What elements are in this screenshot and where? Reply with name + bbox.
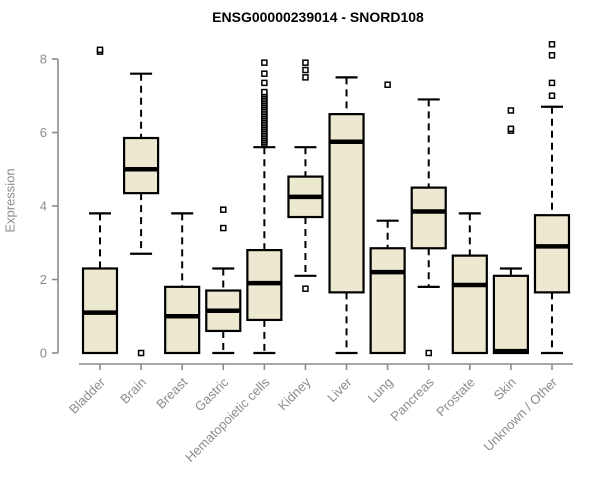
outlier-point — [548, 41, 556, 48]
y-tick-label: 8 — [40, 52, 47, 67]
x-tick-label-breast: Breast — [153, 374, 190, 411]
outlier-point — [507, 125, 515, 133]
box-group-liver — [328, 76, 365, 355]
box-group-lung — [369, 81, 406, 355]
box-group-pancreas — [410, 98, 447, 357]
x-tick-label-prostate: Prostate — [433, 375, 478, 420]
iqr-box — [410, 186, 447, 250]
x-tick-label-liver: Liver — [324, 374, 355, 405]
x-tick-label-pancreas: Pancreas — [387, 374, 437, 424]
iqr-box — [451, 254, 488, 355]
outlier-point — [507, 107, 515, 114]
x-tick-label-bladder: Bladder — [66, 374, 109, 417]
outlier-point — [137, 349, 145, 357]
outlier-point — [302, 59, 309, 66]
x-tick-label-unknown-other: Unknown / Other — [481, 374, 561, 454]
outlier-point — [96, 46, 104, 54]
y-axis: 0 2 4 6 8 — [40, 52, 59, 361]
outlier-point — [220, 206, 227, 213]
outlier-point — [548, 92, 556, 99]
outlier-point — [548, 52, 556, 59]
y-tick-label: 2 — [40, 272, 47, 287]
outlier-point — [261, 88, 268, 96]
outlier-point — [425, 349, 432, 357]
outlier-point — [302, 74, 309, 81]
box-group-hematopoietic-cells — [246, 59, 283, 355]
outlier-point — [548, 79, 556, 87]
chart-title: ENSG00000239014 - SNORD108 — [212, 9, 424, 25]
box-group-brain — [122, 72, 160, 357]
x-tick-label-lung: Lung — [365, 375, 396, 406]
x-tick-label-brain: Brain — [117, 375, 149, 407]
outlier-point — [261, 59, 268, 66]
x-tick-label-gastric: Gastric — [192, 374, 232, 414]
box-group-unknown-other — [533, 41, 571, 355]
outlier-point — [261, 70, 268, 77]
y-tick-label: 6 — [40, 125, 47, 140]
x-tick-label-skin: Skin — [491, 375, 519, 403]
outlier-point — [302, 66, 309, 74]
box-group-kidney — [287, 59, 324, 292]
outlier-point — [261, 79, 268, 87]
outlier-point — [220, 224, 227, 232]
x-tick-label-kidney: Kidney — [275, 374, 314, 413]
iqr-box — [122, 136, 160, 195]
iqr-box — [533, 214, 571, 294]
box-group-bladder — [81, 46, 119, 355]
box-group-breast — [164, 212, 201, 355]
outlier-point — [302, 285, 309, 292]
y-tick-label: 0 — [40, 346, 47, 361]
y-tick-label: 4 — [40, 199, 47, 214]
box-group-skin — [492, 107, 529, 355]
iqr-box — [492, 274, 529, 355]
iqr-box — [164, 285, 201, 355]
outlier-point — [384, 81, 391, 88]
iqr-box — [369, 247, 406, 355]
box-group-gastric — [205, 206, 242, 355]
box-group-prostate — [451, 212, 488, 355]
